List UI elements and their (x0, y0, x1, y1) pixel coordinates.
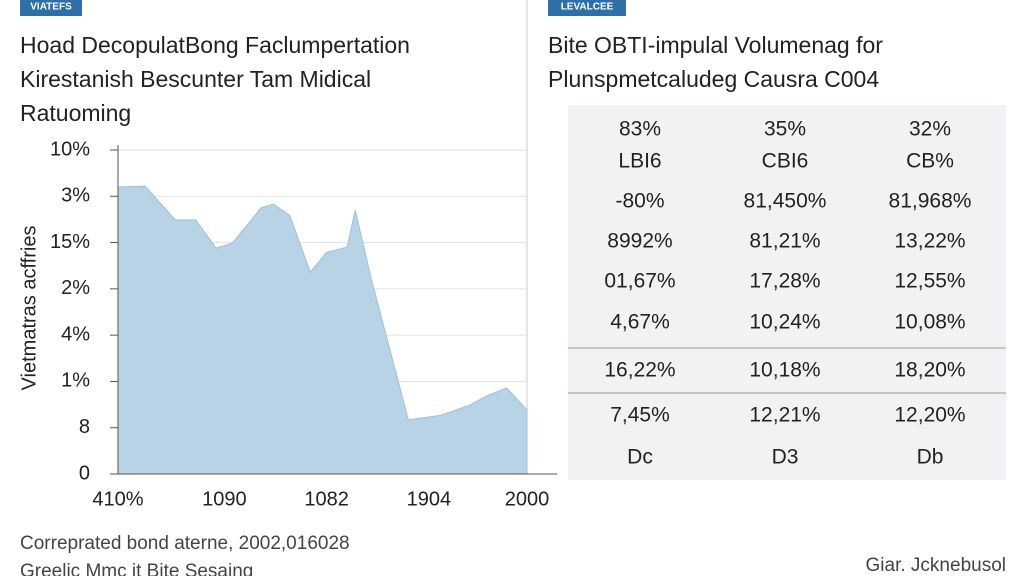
table-cell: CB% (906, 150, 954, 173)
table-cell: LBI6 (618, 150, 661, 173)
tag-text: VIATEFS (30, 2, 72, 13)
x-tick-label: 1090 (202, 488, 247, 510)
footer-text: Correprated bond aterne, 2002,016028 (20, 533, 350, 554)
y-tick-label: 15% (50, 231, 90, 253)
tag (548, 0, 626, 16)
y-tick-label: 10% (50, 138, 90, 160)
table-cell: 01,67% (604, 270, 675, 293)
table-cell: 81,450% (744, 190, 827, 213)
table-cell: 32% (909, 118, 951, 141)
table-cell: 10,08% (894, 311, 965, 334)
x-tick-label: 2000 (505, 488, 550, 510)
table-cell: 35% (764, 118, 806, 141)
y-tick-label: 2% (61, 277, 90, 299)
y-tick-label: 0 (79, 462, 90, 484)
tag (20, 0, 82, 16)
table-bg (568, 105, 1006, 480)
table-cell: 12,55% (894, 270, 965, 293)
table-cell: 8992% (607, 230, 672, 253)
table-cell: D3 (772, 446, 799, 469)
table-cell: Dc (627, 446, 653, 469)
chart-title: Hoad DecopulatBong Faclumpertation (20, 32, 410, 58)
table-cell: Db (917, 446, 944, 469)
chart-title: Ratuoming (20, 100, 131, 126)
table-cell: 81,21% (749, 230, 820, 253)
area (117, 185, 528, 475)
table-cell: 12,20% (894, 404, 965, 427)
y-tick-label: 4% (61, 323, 90, 345)
table-cell: 83% (619, 118, 661, 141)
table-cell: 18,20% (894, 359, 965, 382)
x-tick-label: 410% (92, 488, 143, 510)
footer-text: Greelic Mmc it Bite Sesaing (20, 561, 253, 576)
table-cell: CBI6 (762, 150, 809, 173)
table-title: Plunspmetcaludeg Causra C004 (548, 66, 879, 92)
table-cell: 16,22% (604, 359, 675, 382)
y-tick-label: 8 (79, 416, 90, 438)
x-tick-label: 1904 (407, 488, 452, 510)
y-axis-label: Vietmatras acffries (18, 226, 40, 391)
table-cell: 12,21% (749, 404, 820, 427)
table-cell: 81,968% (889, 190, 972, 213)
table-cell: 10,24% (749, 311, 820, 334)
table-cell: 4,67% (610, 311, 670, 334)
table-cell: 17,28% (749, 270, 820, 293)
y-tick-label: 3% (61, 185, 90, 207)
footer-text: Giar. Jcknebusol (866, 555, 1006, 576)
tag-text: LEVALCEE (561, 2, 614, 13)
table-title: Bite OBTI-impulal Volumenag for (548, 32, 883, 58)
x-tick-label: 1082 (304, 488, 349, 510)
table-cell: -80% (615, 190, 664, 213)
y-tick-label: 1% (61, 370, 90, 392)
table-cell: 10,18% (749, 359, 820, 382)
chart-title: Kirestanish Bescunter Tam Midical (20, 66, 371, 92)
table-cell: 13,22% (894, 230, 965, 253)
table-cell: 7,45% (610, 404, 670, 427)
